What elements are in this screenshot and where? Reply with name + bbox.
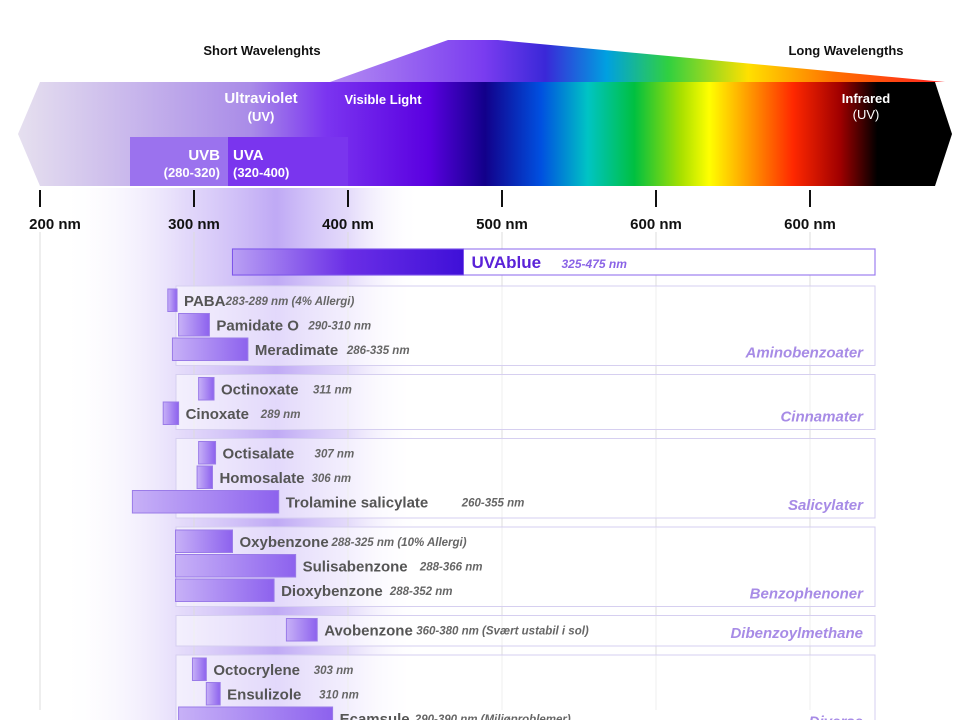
x-axis: 200 nm 300 nm 400 nm 500 nm 600 nm 600 nm xyxy=(29,190,836,233)
infrared-sub-label: (UV) xyxy=(853,107,880,122)
filter-range: 290-390 nm (Miljøproblemer) xyxy=(414,714,571,720)
group-label: Benzophenoner xyxy=(750,586,864,603)
filter-name: Oxybenzone xyxy=(240,534,329,551)
filter-range: 290-310 nm xyxy=(307,321,371,333)
uvb-range-label: (280-320) xyxy=(164,165,220,180)
filter-range: 289 nm xyxy=(260,409,301,421)
range-bar xyxy=(175,554,297,578)
filter-range: 288-366 nm xyxy=(419,562,483,574)
group-label: Cinnamater xyxy=(780,409,864,426)
filter-name: Cinoxate xyxy=(186,406,249,423)
filter-name: Ensulizole xyxy=(227,687,301,704)
x-tick-label: 200 nm xyxy=(29,216,81,233)
x-tick-label: 500 nm xyxy=(476,216,528,233)
range-bar xyxy=(175,529,234,553)
uvablue-bar xyxy=(232,248,464,276)
filter-name: Trolamine salicylate xyxy=(286,495,429,512)
x-tick-label: 400 nm xyxy=(322,216,374,233)
filter-range: 360-380 nm (Svært ustabil i sol) xyxy=(416,626,589,638)
x-tick-label: 300 nm xyxy=(168,216,220,233)
filter-name: Homosalate xyxy=(219,470,304,487)
visible-light-prism xyxy=(330,40,945,82)
filter-range: 311 nm xyxy=(313,385,352,397)
filter-range: 288-352 nm xyxy=(389,586,453,598)
group-label: Dibenzoylmethane xyxy=(730,625,863,642)
x-tick-label: 600 nm xyxy=(630,216,682,233)
uvablue-label: UVAblue xyxy=(472,253,542,272)
uvb-band xyxy=(130,137,228,186)
uva-label: UVA xyxy=(233,147,264,164)
range-bar xyxy=(198,377,215,401)
group-label: Salicylater xyxy=(788,497,864,514)
group-label: Aminobenzoater xyxy=(744,345,864,362)
group-label: Diverse xyxy=(809,714,863,720)
uvb-label: UVB xyxy=(188,147,220,164)
uvablue-range: 325-475 nm xyxy=(562,257,628,271)
range-bar xyxy=(178,706,334,720)
uva-range-label: (320-400) xyxy=(233,165,289,180)
filter-range: 303 nm xyxy=(314,665,354,677)
filter-rows: UVAblue 325-475 nm PABA 283-289 nm (4% Alle… xyxy=(131,248,876,720)
group-box xyxy=(175,438,876,519)
range-bar xyxy=(285,618,318,642)
range-bar xyxy=(162,401,180,425)
range-bar xyxy=(167,288,178,312)
range-bar xyxy=(196,465,213,489)
filter-name: Pamidate O xyxy=(216,318,299,335)
uva-band xyxy=(228,137,348,186)
filter-name: Meradimate xyxy=(255,342,338,359)
filter-range: 310 nm xyxy=(319,690,359,702)
ultraviolet-label: Ultraviolet xyxy=(224,90,297,107)
filter-range: 307 nm xyxy=(315,449,355,461)
filter-range: 286-335 nm xyxy=(346,345,410,357)
filter-name: Ecamsule xyxy=(340,711,410,720)
filter-name: Octocrylene xyxy=(213,662,300,679)
visible-light-label: Visible Light xyxy=(344,92,422,107)
group-box xyxy=(175,374,876,430)
long-wavelengths-label: Long Wavelengths xyxy=(788,43,903,58)
infrared-label: Infrared xyxy=(842,91,890,106)
filter-name: Avobenzone xyxy=(324,623,413,640)
range-bar xyxy=(198,441,217,465)
range-bar xyxy=(131,490,280,514)
filter-range: 260-355 nm xyxy=(461,498,525,510)
filter-range: 288-325 nm (10% Allergi) xyxy=(331,537,467,549)
short-wavelengths-label: Short Wavelenghts xyxy=(203,43,320,58)
range-bar xyxy=(205,682,221,706)
filter-name: Sulisabenzone xyxy=(303,559,408,576)
filter-range: 306 nm xyxy=(311,473,351,485)
filter-name: Dioxybenzone xyxy=(281,583,383,600)
x-tick-label: 600 nm xyxy=(784,216,836,233)
filter-name: Octisalate xyxy=(223,446,295,463)
ultraviolet-sub-label: (UV) xyxy=(248,109,275,124)
filter-range: 283-289 nm (4% Allergi) xyxy=(225,296,355,308)
range-bar xyxy=(191,657,207,681)
group-box xyxy=(175,285,876,366)
range-bar xyxy=(171,337,249,361)
filter-name: Octinoxate xyxy=(221,382,299,399)
range-bar xyxy=(178,313,210,337)
range-bar xyxy=(175,578,275,602)
filter-name: PABA xyxy=(184,293,226,310)
